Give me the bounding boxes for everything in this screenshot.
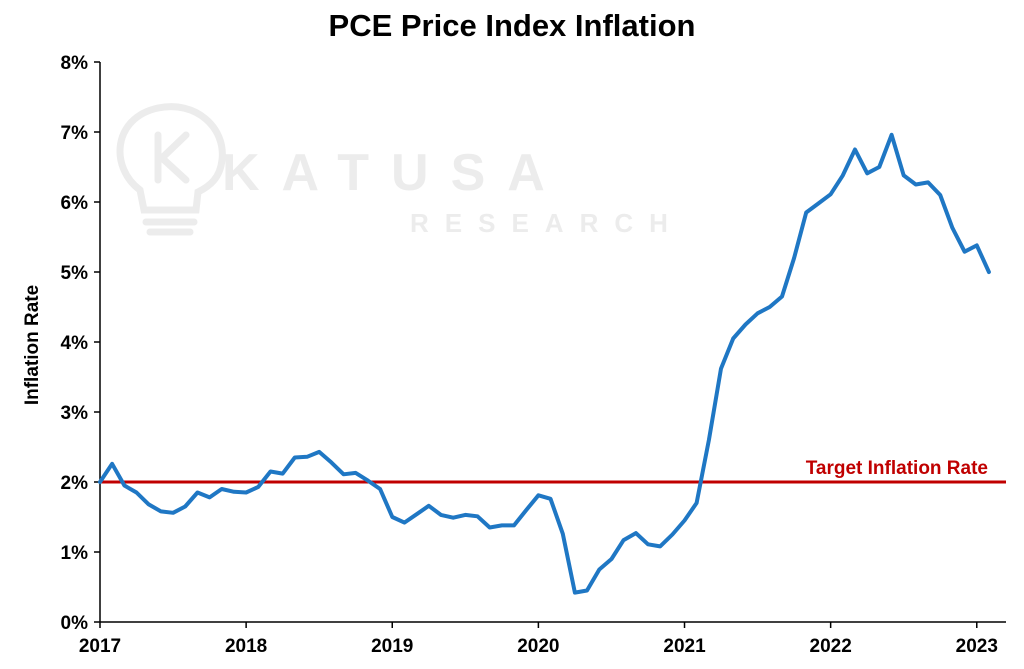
- watermark: KATUSA RESEARCH: [116, 103, 684, 238]
- lightbulb-k-logo-icon: [116, 103, 226, 236]
- x-tick-label: 2023: [956, 636, 998, 657]
- y-tick-label: 0%: [61, 613, 89, 634]
- y-tick-label: 7%: [61, 123, 89, 144]
- x-tick-label: 2022: [810, 636, 852, 657]
- x-tick-label: 2018: [225, 636, 267, 657]
- y-tick-label: 1%: [61, 543, 89, 564]
- x-tick-label: 2019: [371, 636, 413, 657]
- y-tick-label: 2%: [61, 473, 89, 494]
- y-tick-label: 3%: [61, 403, 89, 424]
- plot-group: 0% 1% 2% 3% 4% 5% 6% 7% 8% 2017 2018 2019 2020 2021 20…: [61, 53, 1006, 657]
- chart-title: PCE Price Index Inflation: [328, 8, 696, 43]
- pce-inflation-series-line: [98, 132, 991, 595]
- target-inflation-label: Target Inflation Rate: [806, 458, 988, 479]
- x-tick-label: 2017: [79, 636, 121, 657]
- watermark-line2: RESEARCH: [410, 208, 684, 238]
- y-tick-label: 4%: [61, 333, 89, 354]
- x-tick-label: 2021: [663, 636, 706, 657]
- x-tick-label: 2020: [517, 636, 559, 657]
- watermark-line1: KATUSA: [222, 144, 567, 202]
- y-tick-label: 5%: [61, 263, 89, 284]
- y-tick-label: 6%: [61, 193, 89, 214]
- y-tick-label: 8%: [61, 53, 89, 74]
